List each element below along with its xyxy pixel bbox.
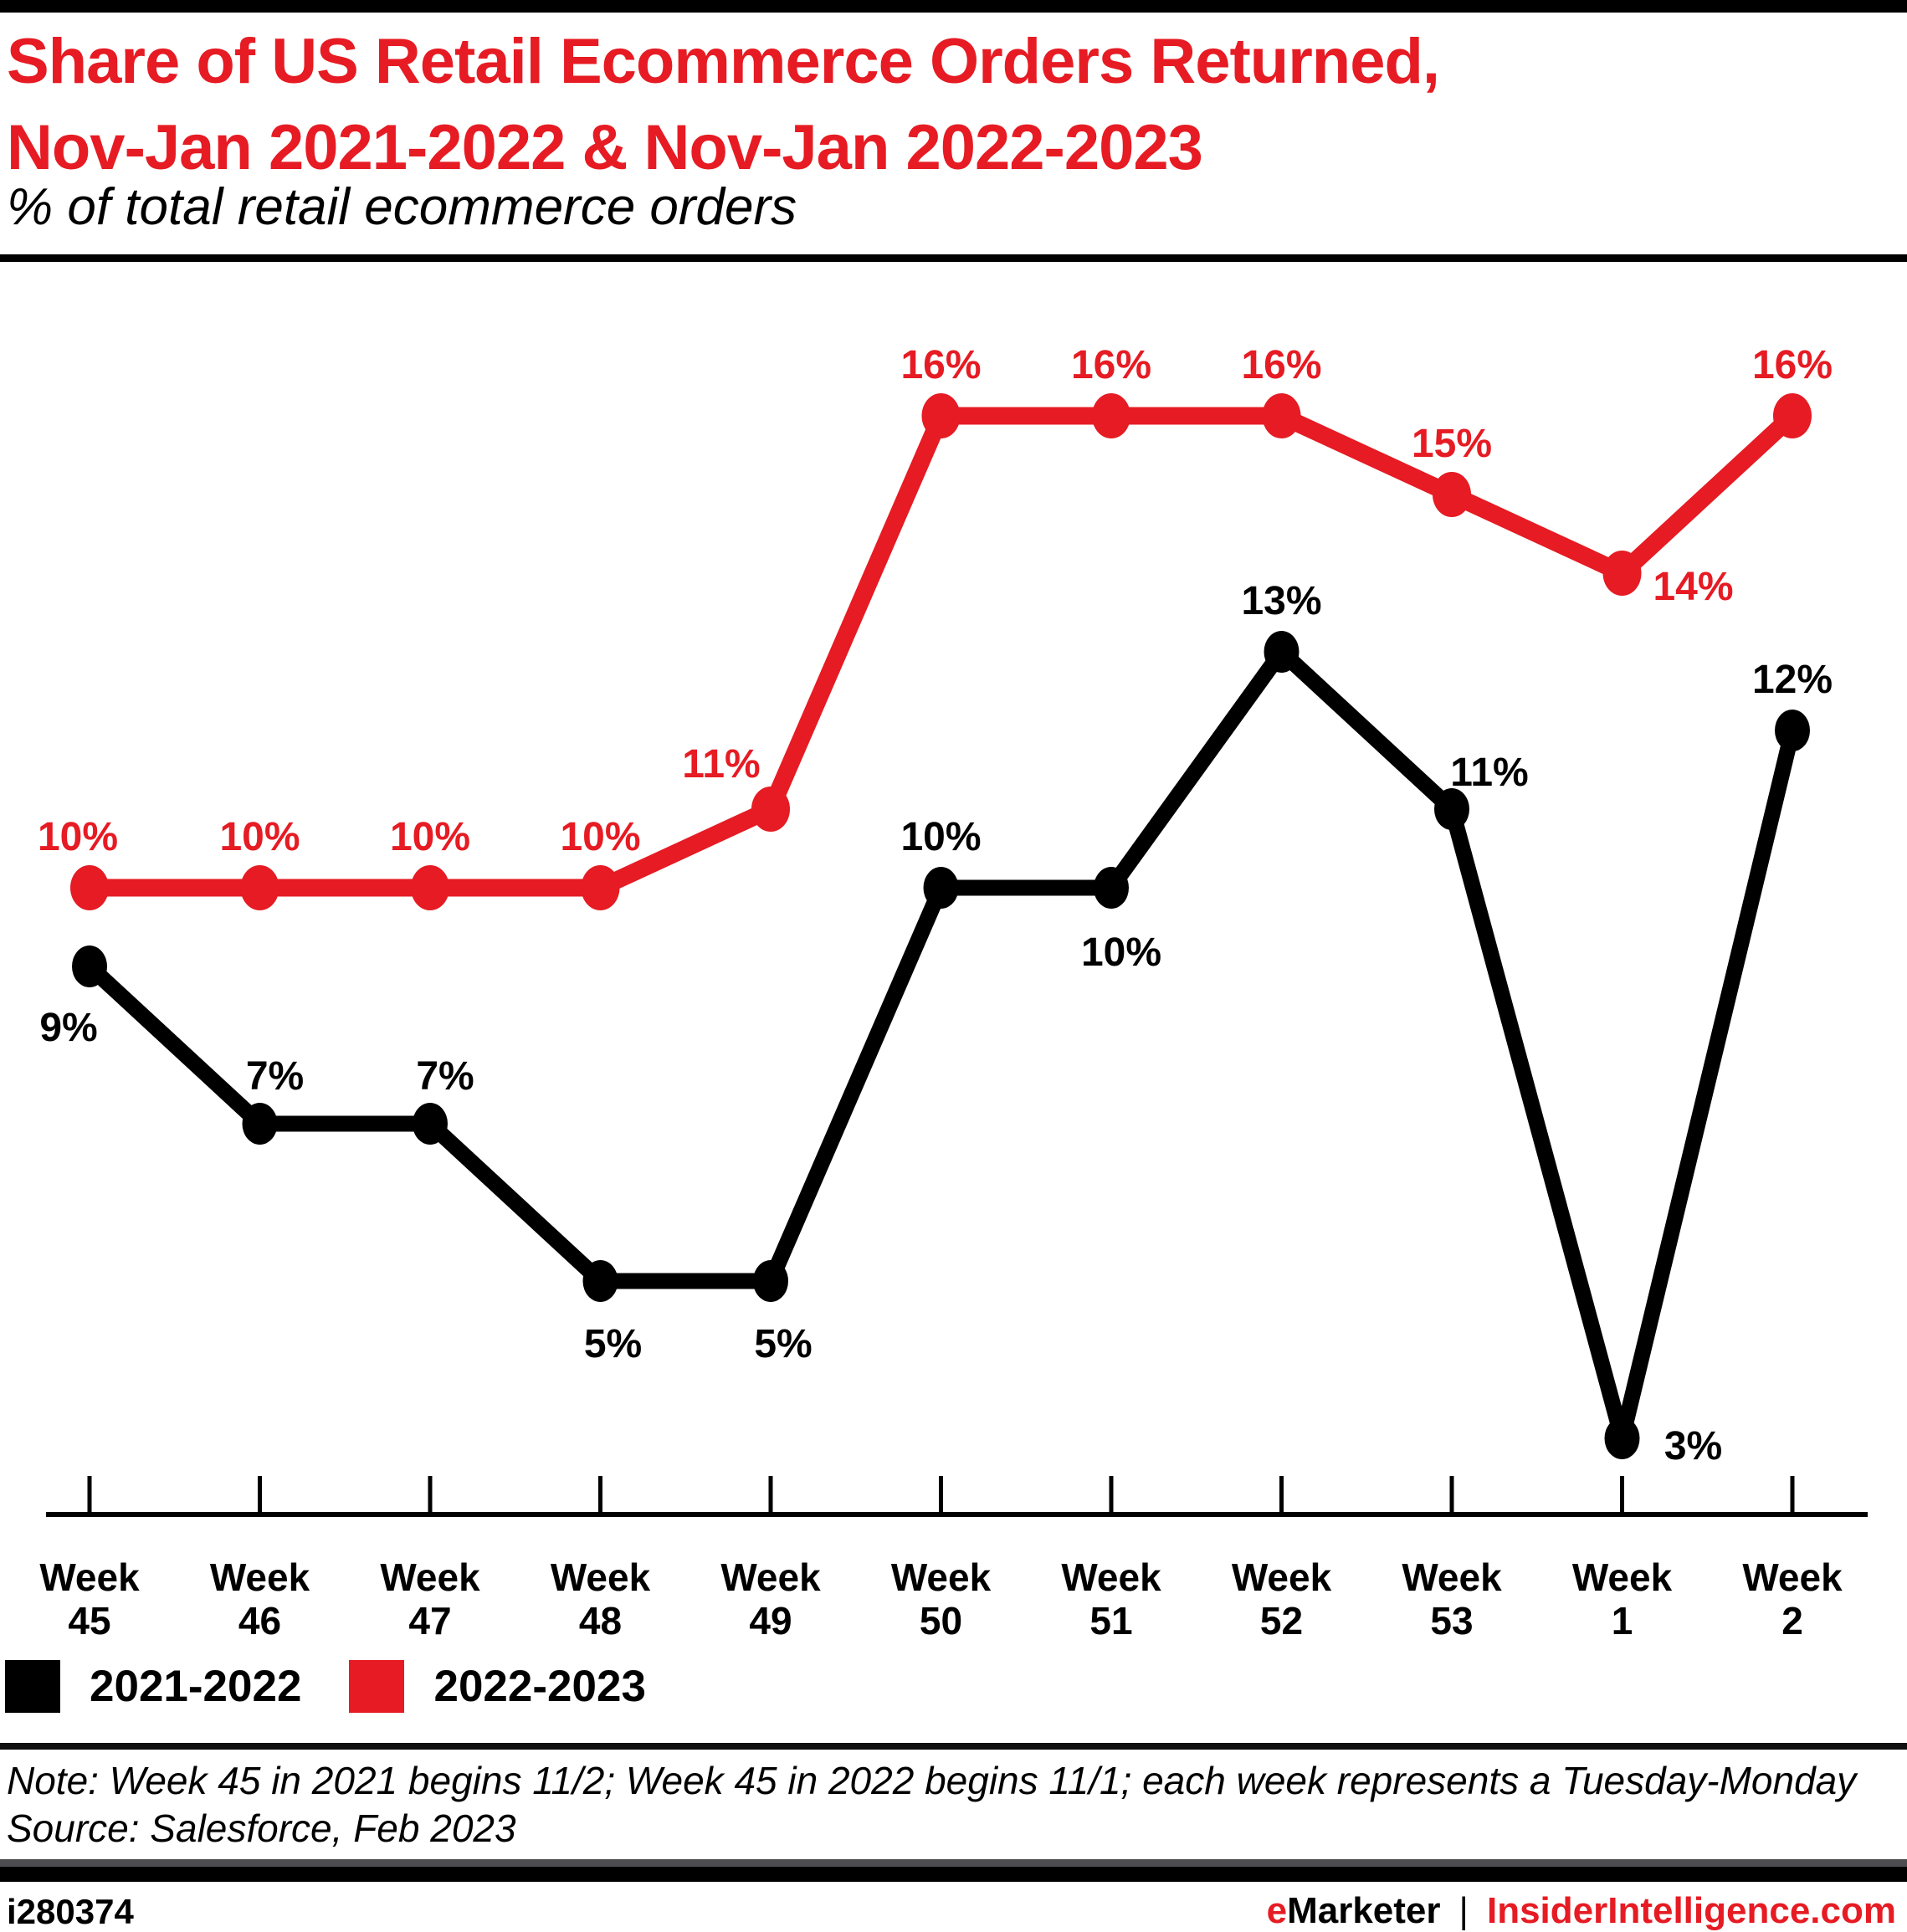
footer-branding: eMarketer | InsiderIntelligence.com xyxy=(1267,1890,1896,1932)
x-tick-label-week-49: Week xyxy=(720,1555,821,1599)
x-tick-label-num-45: 45 xyxy=(68,1599,110,1642)
x-tick-label-week-47: Week xyxy=(380,1555,480,1599)
data-label-2021-2022-week-2: 12% xyxy=(1752,658,1833,702)
legend-item-2022-2023: 2022-2023 xyxy=(349,1660,646,1713)
data-label-2021-2022-week-50: 10% xyxy=(900,815,981,859)
data-point-2022-2023-week-50 xyxy=(921,393,961,438)
chart-legend: 2021-2022 2022-2023 xyxy=(5,1660,646,1713)
footer-gray-bar xyxy=(0,1859,1907,1867)
data-point-2021-2022-week-53 xyxy=(1434,788,1469,830)
data-point-2022-2023-week-2 xyxy=(1773,393,1812,438)
x-tick-label-week-1: Week xyxy=(1572,1555,1673,1599)
data-point-2021-2022-week-50 xyxy=(923,867,959,909)
data-point-2021-2022-week-1 xyxy=(1604,1417,1640,1459)
x-tick-label-num-48: 48 xyxy=(579,1599,622,1642)
x-tick-label-week-45: Week xyxy=(39,1555,140,1599)
data-point-2021-2022-week-52 xyxy=(1264,631,1300,673)
data-label-2022-2023-week-53: 15% xyxy=(1412,422,1492,466)
legend-item-2021-2022: 2021-2022 xyxy=(5,1660,301,1713)
data-label-2022-2023-week-46: 10% xyxy=(219,815,300,859)
x-tick-label-num-52: 52 xyxy=(1260,1599,1303,1642)
data-point-2021-2022-week-46 xyxy=(242,1103,278,1145)
data-label-2022-2023-week-49: 11% xyxy=(682,742,760,787)
data-label-2021-2022-week-1: 3% xyxy=(1664,1424,1722,1468)
note-divider-rule xyxy=(0,1743,1907,1750)
data-label-2021-2022-week-47: 7% xyxy=(416,1054,474,1099)
x-tick-label-num-2: 2 xyxy=(1781,1599,1803,1642)
data-label-2021-2022-week-48: 5% xyxy=(584,1322,642,1366)
source-text: Source: Salesforce, Feb 2023 xyxy=(7,1806,516,1850)
chart-title-line1: Share of US Retail Ecommerce Orders Retu… xyxy=(7,26,1440,97)
emarketer-logo: eMarketer xyxy=(1267,1890,1441,1932)
x-tick-label-num-53: 53 xyxy=(1430,1599,1473,1642)
data-label-2021-2022-week-46: 7% xyxy=(246,1054,304,1099)
emarketer-logo-e: e xyxy=(1266,1890,1288,1931)
data-point-2022-2023-week-49 xyxy=(751,787,790,832)
insider-intelligence-url: InsiderIntelligence.com xyxy=(1486,1890,1896,1931)
top-bar xyxy=(0,0,1907,13)
chart-notes: Note: Week 45 in 2021 begins 11/2; Week … xyxy=(7,1757,1898,1853)
data-label-2022-2023-week-48: 10% xyxy=(560,815,640,859)
data-label-2021-2022-week-49: 5% xyxy=(754,1322,812,1366)
chart-title: Share of US Retail Ecommerce Orders Retu… xyxy=(7,18,1898,191)
x-tick-label-num-46: 46 xyxy=(238,1599,281,1642)
data-label-2021-2022-week-51: 10% xyxy=(1081,930,1161,975)
data-label-2022-2023-week-51: 16% xyxy=(1071,343,1151,387)
data-label-2022-2023-week-1: 14% xyxy=(1653,565,1733,609)
data-label-2021-2022-week-52: 13% xyxy=(1241,579,1321,623)
title-divider-rule xyxy=(0,254,1907,262)
x-tick-label-num-47: 47 xyxy=(408,1599,451,1642)
x-tick-label-num-49: 49 xyxy=(749,1599,792,1642)
note-text: Note: Week 45 in 2021 begins 11/2; Week … xyxy=(7,1759,1857,1802)
emarketer-logo-rest: Marketer xyxy=(1287,1890,1441,1931)
chart-title-line2: Nov-Jan 2021-2022 & Nov-Jan 2022-2023 xyxy=(7,112,1203,183)
footer-black-bar xyxy=(0,1867,1907,1882)
legend-swatch-2022-2023 xyxy=(349,1660,405,1713)
x-tick-label-num-51: 51 xyxy=(1089,1599,1132,1642)
x-tick-label-num-50: 50 xyxy=(920,1599,962,1642)
data-label-2022-2023-week-47: 10% xyxy=(390,815,470,859)
x-tick-label-num-1: 1 xyxy=(1612,1599,1633,1642)
data-point-2022-2023-week-45 xyxy=(70,865,109,910)
x-tick-label-week-52: Week xyxy=(1232,1555,1332,1599)
data-point-2021-2022-week-45 xyxy=(72,946,107,987)
data-point-2021-2022-week-2 xyxy=(1775,710,1810,751)
data-point-2022-2023-week-48 xyxy=(581,865,620,910)
chart-id: i280374 xyxy=(7,1892,134,1931)
chart-subtitle: % of total retail ecommerce orders xyxy=(7,178,797,236)
data-label-2022-2023-week-45: 10% xyxy=(38,815,118,859)
data-point-2022-2023-week-1 xyxy=(1602,551,1642,596)
data-point-2022-2023-week-51 xyxy=(1092,393,1130,438)
data-label-2022-2023-week-52: 16% xyxy=(1241,343,1321,387)
x-tick-label-week-50: Week xyxy=(891,1555,992,1599)
data-point-2021-2022-week-49 xyxy=(753,1260,788,1302)
data-label-2022-2023-week-50: 16% xyxy=(900,343,981,387)
data-label-2021-2022-week-45: 9% xyxy=(39,1006,97,1050)
x-tick-label-week-2: Week xyxy=(1742,1555,1843,1599)
x-tick-label-week-53: Week xyxy=(1402,1555,1502,1599)
data-point-2022-2023-week-53 xyxy=(1433,472,1471,517)
data-point-2022-2023-week-46 xyxy=(240,865,279,910)
data-point-2021-2022-week-51 xyxy=(1094,867,1129,909)
series-line-2021-2022 xyxy=(81,643,1801,1447)
data-point-2022-2023-week-47 xyxy=(411,865,449,910)
legend-swatch-2021-2022 xyxy=(5,1660,60,1713)
data-label-2022-2023-week-2: 16% xyxy=(1752,343,1833,387)
data-point-2022-2023-week-52 xyxy=(1262,393,1301,438)
legend-label-2021-2022: 2021-2022 xyxy=(90,1662,302,1711)
data-point-2021-2022-week-48 xyxy=(582,1260,618,1302)
data-point-2021-2022-week-47 xyxy=(413,1103,448,1145)
branding-separator: | xyxy=(1458,1890,1469,1931)
legend-label-2022-2023: 2022-2023 xyxy=(433,1662,646,1711)
data-label-2021-2022-week-53: 11% xyxy=(1450,751,1528,795)
x-tick-label-week-46: Week xyxy=(210,1555,310,1599)
x-tick-label-week-51: Week xyxy=(1061,1555,1161,1599)
x-tick-label-week-48: Week xyxy=(551,1555,651,1599)
